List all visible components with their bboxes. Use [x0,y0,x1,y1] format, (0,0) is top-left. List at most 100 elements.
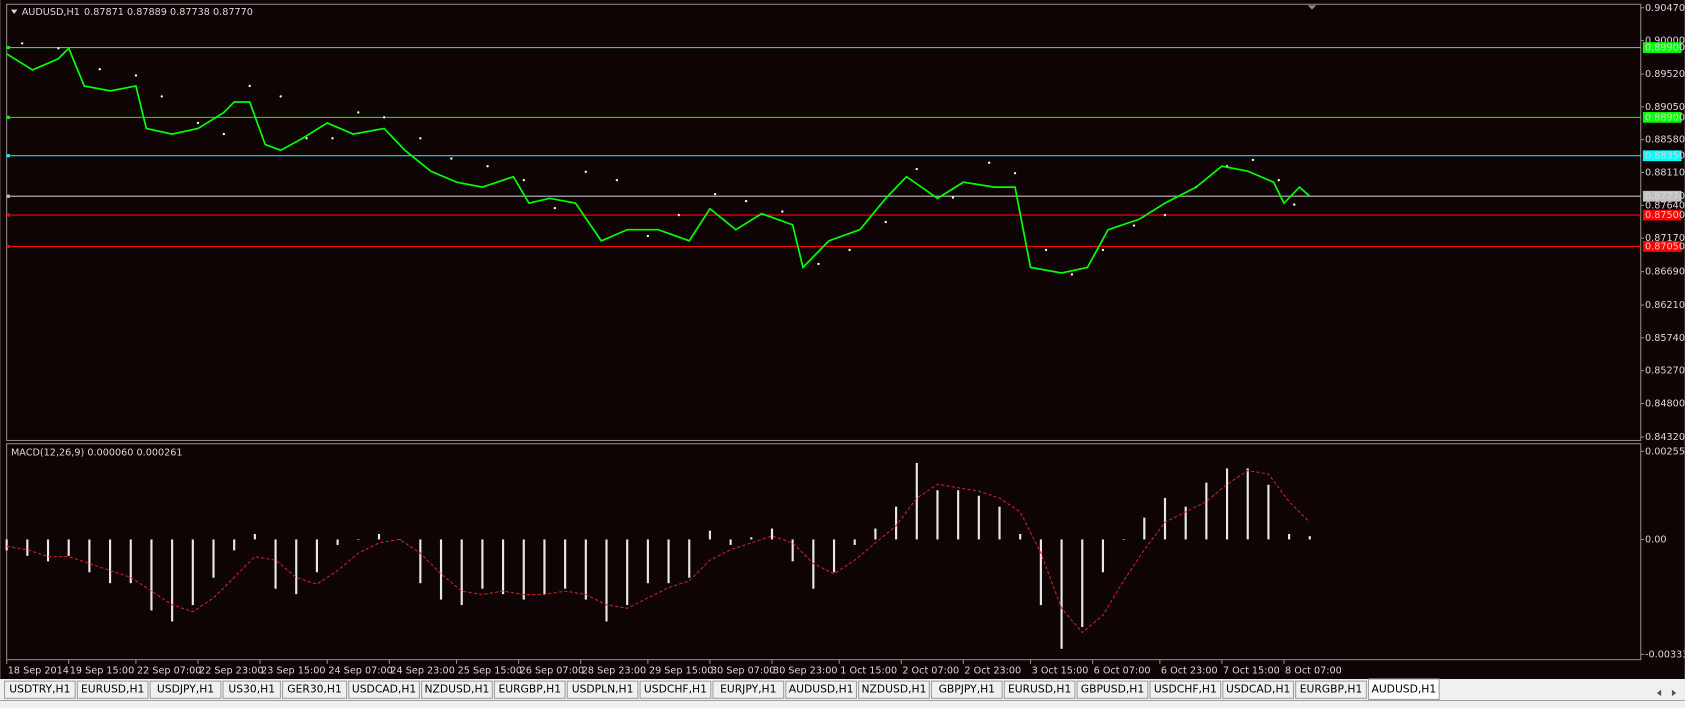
sar-dot [915,167,918,171]
tab-label[interactable]: EURUSD,H1 [81,683,144,696]
chart-background [0,0,1685,679]
symbol-tab[interactable]: USDCAD,H1 [348,680,420,699]
macd-bar [1267,484,1270,540]
symbol-tab[interactable]: USDCHF,H1 [639,680,712,699]
sar-dot [1101,248,1105,252]
y-tick-label: 0.89050 [1645,102,1685,113]
tab-box [421,680,493,699]
symbol-tab[interactable]: NZDUSD,H1 [421,680,493,699]
macd-bar [626,539,629,606]
macd-bar [667,539,670,584]
tab-box [1076,680,1149,699]
tab-label[interactable]: EURGBP,H1 [498,683,561,696]
macd-bar [853,539,856,545]
x-tick-label: 30 Sep 07:00 [711,665,775,676]
tab-box [222,680,281,699]
macd-bar [936,490,939,540]
macd-bar [522,539,525,600]
y-tick-label: 0.87170 [1645,233,1685,244]
symbol-tab[interactable]: USDPLN,H1 [566,680,639,699]
symbol-tab[interactable]: NZDUSD,H1 [858,680,930,699]
macd-bar [377,533,381,540]
tab-label[interactable]: USDPLN,H1 [572,683,634,696]
macd-bar [895,506,898,540]
tab-label[interactable]: US30,H1 [228,683,275,696]
symbol-tab[interactable]: USDJPY,H1 [149,680,222,699]
tab-label[interactable]: USDCHF,H1 [644,683,707,696]
macd-bar [398,539,401,540]
sar-dot [305,137,308,140]
tab-label[interactable]: USDCAD,H1 [352,683,416,696]
macd-bar [1101,539,1105,573]
symbol-tab[interactable]: EURUSD,H1 [1003,680,1076,699]
symbol-tab[interactable]: AUDUSD,H1 [785,680,858,699]
x-tick-label: 8 Oct 07:00 [1285,665,1342,676]
tab-label[interactable]: EURJPY,H1 [720,683,776,696]
sar-dot [357,111,360,114]
tab-label[interactable]: GBPJPY,H1 [939,683,995,696]
macd-bar [88,539,91,573]
tab-label[interactable]: GBPUSD,H1 [1081,683,1144,696]
macd-bar [502,539,505,595]
macd-bar [212,539,215,578]
macd-bar [1060,539,1063,649]
tab-label[interactable]: EURUSD,H1 [1008,683,1071,696]
sar-dot [279,95,282,98]
sar-dot [1251,158,1255,162]
level-handle [6,154,10,158]
tab-label[interactable]: USDCAD,H1 [1226,683,1290,696]
symbol-tab[interactable]: GER30,H1 [282,680,348,699]
macd-bar [770,528,774,540]
y-tick-label: 0.86210 [1645,300,1685,311]
tab-label[interactable]: USDCHF,H1 [1154,683,1217,696]
tab-label[interactable]: EURGBP,H1 [1300,683,1363,696]
tab-label[interactable]: NZDUSD,H1 [862,683,927,696]
symbol-tab[interactable]: US30,H1 [222,680,281,699]
level-price-box [1642,111,1682,123]
level-price-box [1642,150,1682,162]
x-tick-label: 28 Sep 23:00 [582,665,646,676]
sar-dot [1132,224,1136,227]
tab-label[interactable]: AUDUSD,H1 [789,683,854,696]
symbol-tab[interactable]: EURUSD,H1 [76,680,149,699]
tab-scroll-left[interactable] [1656,689,1662,697]
level-price-box [1642,209,1682,221]
sar-dot [744,199,748,203]
symbol-tab[interactable]: EURJPY,H1 [712,680,785,699]
macd-bar [191,539,194,606]
tab-box [282,680,348,699]
macd-bar [874,528,877,540]
tab-label[interactable]: AUDUSD,H1 [1371,683,1436,696]
tab-box [76,680,149,699]
macd-bar [481,539,484,589]
tab-label[interactable]: USDJPY,H1 [157,683,214,696]
tab-box [149,680,222,699]
menu-arrow[interactable] [10,9,18,14]
sar-dot [20,42,24,45]
tab-box [785,680,858,699]
tab-box [1222,680,1295,699]
tab-scroll-right[interactable] [1671,689,1677,697]
macd-frame [6,443,1642,661]
tab-box [930,680,1003,699]
sar-dot [1070,273,1074,276]
symbol-tab[interactable]: AUDUSD,H1 [1367,678,1440,700]
symbol-tab[interactable]: EURGBP,H1 [1295,680,1367,699]
tab-label[interactable]: NZDUSD,H1 [424,683,489,696]
symbol-tab[interactable]: USDTRY,H1 [3,680,76,699]
symbol-tab[interactable]: USDCAD,H1 [1222,680,1295,699]
symbol-tab[interactable]: GBPJPY,H1 [930,680,1003,699]
symbol-tab[interactable]: USDCHF,H1 [1149,680,1222,699]
symbol-tab[interactable]: GBPUSD,H1 [1076,680,1149,699]
tab-label[interactable]: USDTRY,H1 [9,683,70,696]
tab-label[interactable]: GER30,H1 [287,683,342,696]
level-price-label: 0.88350 [1645,151,1685,162]
macd-bar [274,539,277,589]
macd-bar [832,539,836,573]
macd-bar [543,539,546,595]
macd-bar [460,539,463,606]
sar-dot [951,196,955,199]
symbol-tab[interactable]: EURGBP,H1 [493,680,566,699]
